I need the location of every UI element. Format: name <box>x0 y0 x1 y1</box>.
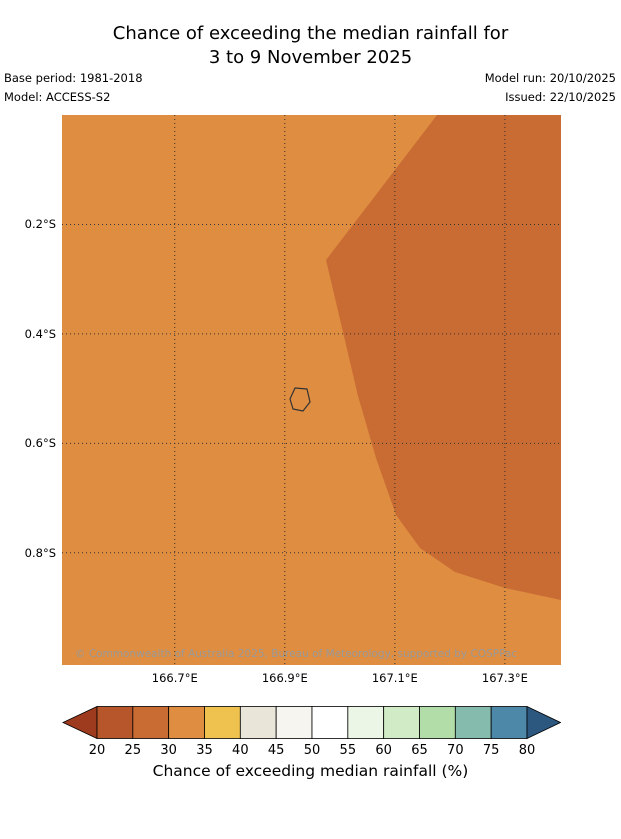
colorbar-tick-label: 65 <box>411 743 428 758</box>
y-tick-label: 0.6°S <box>24 436 56 451</box>
colorbar-tick-label: 20 <box>88 743 106 758</box>
colorbar-segment <box>383 706 420 739</box>
title-line-2: 3 to 9 November 2025 <box>208 47 413 68</box>
x-tick-label: 166.7°E <box>151 671 198 685</box>
page-title: Chance of exceeding the median rainfall … <box>0 22 621 70</box>
colorbar-tick-label: 75 <box>482 743 500 758</box>
y-tick-label: 0.2°S <box>24 217 56 232</box>
meta-right: Model run: 20/10/2025 Issued: 22/10/2025 <box>485 69 616 107</box>
title-line-1: Chance of exceeding the median rainfall … <box>112 23 509 44</box>
colorbar-tick-label: 30 <box>160 743 177 758</box>
colorbar-segment <box>239 706 277 739</box>
y-tick-label: 0.8°S <box>24 545 56 560</box>
colorbar-segment <box>347 706 385 739</box>
colorbar-arrow-right <box>526 706 561 739</box>
colorbar-tick-label: 55 <box>339 743 357 758</box>
meta-left: Base period: 1981-2018 Model: ACCESS-S2 <box>4 69 143 107</box>
map-canvas <box>62 115 561 665</box>
colorbar-segment <box>96 706 134 739</box>
colorbar-tick-label: 45 <box>267 743 285 758</box>
base-period-label: Base period: 1981-2018 <box>4 71 143 85</box>
colorbar-arrow-left <box>62 706 98 739</box>
colorbar-segment <box>490 706 528 739</box>
colorbar-segment <box>419 706 456 739</box>
colorbar-tick-label: 35 <box>196 743 213 758</box>
colorbar-tick-label: 80 <box>518 743 536 758</box>
model-run-label: Model run: 20/10/2025 <box>484 71 616 85</box>
x-tick-label: 167.3°E <box>481 671 528 685</box>
colorbar-tick-label: 40 <box>232 743 249 758</box>
colorbar-label: Chance of exceeding median rainfall (%) <box>152 762 469 780</box>
model-label: Model: ACCESS-S2 <box>4 90 111 104</box>
island-outline <box>289 387 311 412</box>
colorbar-tick-label: 70 <box>447 743 464 758</box>
y-tick-label: 0.4°S <box>24 326 56 341</box>
issued-label: Issued: 22/10/2025 <box>505 90 616 104</box>
colorbar-segment <box>168 706 205 739</box>
colorbar <box>62 706 561 739</box>
x-tick-label: 166.9°E <box>261 671 308 685</box>
map-drier-region <box>326 115 561 600</box>
x-tick-label: 167.1°E <box>371 671 418 685</box>
colorbar-segment <box>311 706 349 739</box>
copyright-notice: © Commonwealth of Australia 2025, Bureau… <box>75 648 518 660</box>
colorbar-tick-label: 50 <box>303 743 321 758</box>
colorbar-segment <box>275 706 313 739</box>
colorbar-tick-label: 25 <box>124 743 142 758</box>
colorbar-segment <box>204 706 241 739</box>
colorbar-segment <box>132 706 170 739</box>
colorbar-segment <box>454 706 492 739</box>
forecast-map: © Commonwealth of Australia 2025, Bureau… <box>62 115 561 665</box>
colorbar-tick-label: 60 <box>375 743 392 758</box>
